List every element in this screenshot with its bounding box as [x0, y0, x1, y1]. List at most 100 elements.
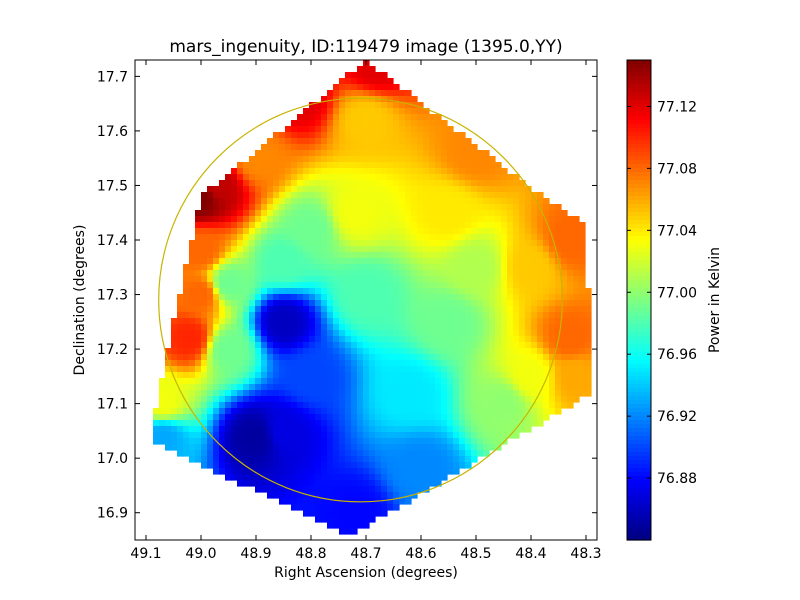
heatmap-cell — [225, 402, 232, 409]
heatmap-cell — [303, 456, 310, 463]
heatmap-cell — [399, 492, 406, 499]
heatmap-cell — [405, 282, 412, 289]
heatmap-cell — [171, 438, 178, 445]
heatmap-cell — [375, 330, 382, 337]
heatmap-cell — [447, 204, 454, 211]
heatmap-cell — [207, 390, 214, 397]
heatmap-cell — [417, 444, 424, 451]
heatmap-cell — [411, 192, 418, 199]
heatmap-cell — [297, 162, 304, 169]
heatmap-cell — [339, 288, 346, 295]
colorbar-segment — [627, 188, 651, 193]
heatmap-cell — [267, 360, 274, 367]
heatmap-cell — [471, 168, 478, 175]
heatmap-cell — [183, 426, 190, 433]
heatmap-cell — [543, 204, 550, 211]
heatmap-cell — [327, 408, 334, 415]
heatmap-cell — [525, 390, 532, 397]
heatmap-cell — [501, 342, 508, 349]
heatmap-cell — [501, 372, 508, 379]
heatmap-cell — [201, 246, 208, 253]
heatmap-cell — [477, 450, 484, 457]
heatmap-cell — [177, 312, 184, 319]
heatmap-cell — [459, 408, 466, 415]
heatmap-cell — [507, 288, 514, 295]
heatmap-cell — [201, 438, 208, 445]
heatmap-cell — [315, 102, 322, 109]
heatmap-cell — [393, 144, 400, 151]
heatmap-cell — [471, 288, 478, 295]
heatmap-cell — [249, 252, 256, 259]
heatmap-cell — [579, 270, 586, 277]
heatmap-cell — [333, 318, 340, 325]
heatmap-cell — [459, 438, 466, 445]
heatmap-cell — [483, 156, 490, 163]
heatmap-cell — [465, 402, 472, 409]
heatmap-cell — [423, 222, 430, 229]
heatmap-cell — [387, 204, 394, 211]
heatmap-cell — [567, 270, 574, 277]
heatmap-cell — [267, 228, 274, 235]
heatmap-cell — [285, 372, 292, 379]
colorbar-segment — [627, 372, 651, 377]
heatmap-cell — [393, 240, 400, 247]
heatmap-cell — [441, 372, 448, 379]
heatmap-cell — [225, 396, 232, 403]
heatmap-cell — [339, 348, 346, 355]
heatmap-cell — [411, 414, 418, 421]
heatmap-cell — [489, 396, 496, 403]
heatmap-cell — [345, 342, 352, 349]
heatmap-cell — [477, 396, 484, 403]
heatmap-cell — [249, 258, 256, 265]
heatmap-cell — [579, 312, 586, 319]
colorbar-segment — [627, 220, 651, 225]
heatmap-cell — [291, 234, 298, 241]
heatmap-cell — [453, 150, 460, 157]
heatmap-cell — [387, 270, 394, 277]
heatmap-cell — [477, 408, 484, 415]
heatmap-cell — [513, 222, 520, 229]
heatmap-cell — [201, 456, 208, 463]
heatmap-cell — [369, 456, 376, 463]
heatmap-cell — [357, 234, 364, 241]
heatmap-cell — [345, 156, 352, 163]
heatmap-cell — [291, 312, 298, 319]
heatmap-cell — [369, 432, 376, 439]
heatmap-cell — [315, 474, 322, 481]
heatmap-cell — [567, 366, 574, 373]
heatmap-cell — [255, 156, 262, 163]
heatmap-cell — [453, 264, 460, 271]
heatmap-cell — [507, 378, 514, 385]
heatmap-cell — [507, 396, 514, 403]
heatmap-cell — [399, 498, 406, 505]
heatmap-cell — [429, 114, 436, 121]
heatmap-cell — [489, 186, 496, 193]
heatmap-cell — [435, 342, 442, 349]
heatmap-cell — [303, 204, 310, 211]
heatmap-cell — [309, 150, 316, 157]
heatmap-cell — [435, 348, 442, 355]
heatmap-cell — [423, 342, 430, 349]
heatmap-cell — [213, 462, 220, 469]
heatmap-cell — [327, 312, 334, 319]
heatmap-cell — [555, 402, 562, 409]
heatmap-cell — [339, 354, 346, 361]
heatmap-cell — [303, 198, 310, 205]
heatmap-cell — [501, 300, 508, 307]
heatmap-cell — [201, 372, 208, 379]
heatmap-cell — [351, 504, 358, 511]
heatmap-cell — [387, 390, 394, 397]
x-tick-label: 49.1 — [130, 546, 161, 562]
heatmap-cell — [201, 192, 208, 199]
heatmap-cell — [423, 150, 430, 157]
heatmap-cell — [303, 144, 310, 151]
heatmap-cell — [249, 450, 256, 457]
heatmap-cell — [351, 384, 358, 391]
heatmap-cell — [549, 354, 556, 361]
heatmap-cell — [321, 180, 328, 187]
heatmap-cell — [303, 360, 310, 367]
heatmap-cell — [561, 270, 568, 277]
heatmap-cell — [315, 480, 322, 487]
heatmap-cell — [207, 318, 214, 325]
heatmap-cell — [213, 264, 220, 271]
